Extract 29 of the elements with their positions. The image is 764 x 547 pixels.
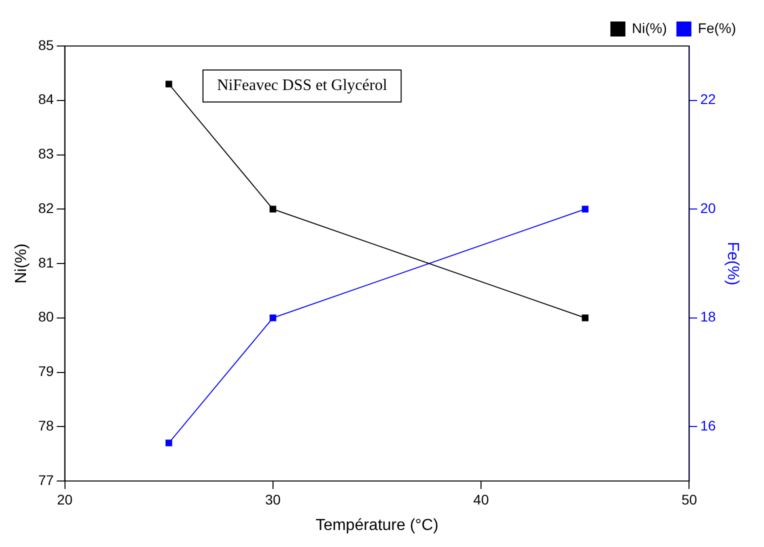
y2-axis-title: Fe(%)	[724, 242, 741, 286]
y-tick-label: 81	[38, 254, 54, 270]
y-tick-label: 82	[38, 200, 54, 216]
y-axis-title: Ni(%)	[13, 244, 30, 284]
y-tick-label: 83	[38, 146, 54, 162]
point	[270, 206, 276, 212]
x-tick-label: 30	[265, 491, 281, 508]
point	[166, 440, 172, 446]
y2-tick-label: 20	[700, 200, 716, 216]
y-tick-label: 84	[38, 91, 54, 108]
x-axis-title: Température (°C)	[316, 516, 438, 534]
point	[166, 80, 172, 88]
annotation: NiFeavec DSS et Glycérol	[216, 77, 388, 94]
y2-tick-label: 16	[700, 417, 716, 434]
point	[270, 314, 276, 322]
y-tick-label: 85	[38, 36, 54, 53]
legend-label: Ni(%)	[632, 20, 667, 36]
y-tick-label: 80	[38, 308, 54, 325]
y2-tick-label: 18	[700, 308, 716, 325]
y-tick-label: 78	[38, 417, 54, 434]
x-tick-label: 50	[681, 491, 698, 508]
legend-label: Fe(%)	[698, 20, 736, 36]
y2-tick-label: 22	[700, 91, 716, 108]
x-tick-label: 20	[56, 491, 73, 508]
x-tick-label: 40	[473, 491, 490, 508]
point	[582, 206, 588, 212]
point	[582, 314, 588, 322]
y-tick-label: 79	[38, 363, 54, 380]
y-tick-label: 77	[38, 472, 54, 488]
